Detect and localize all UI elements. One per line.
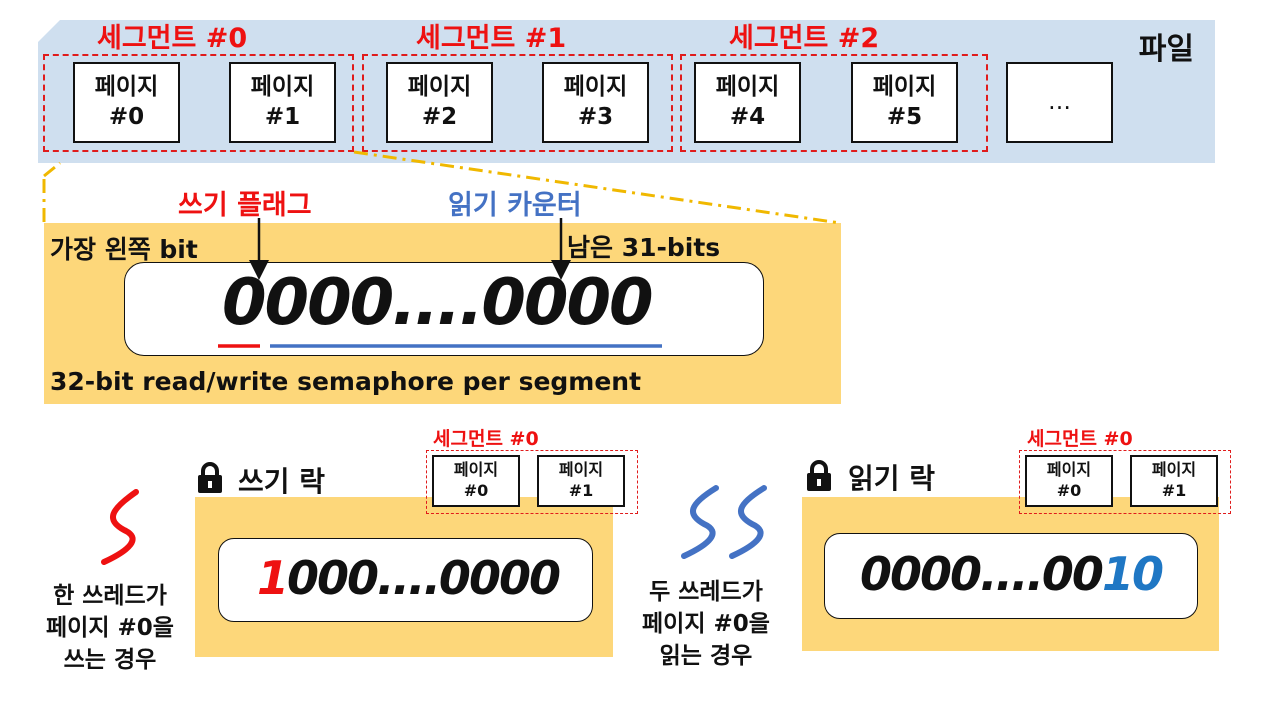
semaphore-value: 0000....0000: [222, 266, 653, 340]
page-more: …: [1006, 62, 1113, 143]
write-lock-value-box: [218, 538, 593, 622]
write-flag-bit: 1: [257, 551, 289, 605]
remaining-bits-label: 남은 31-bits: [567, 233, 721, 262]
read-counter-bits: 10: [1101, 547, 1164, 601]
thread-squiggle-icon-pair: [681, 485, 767, 559]
page-4: 페이지 #4: [694, 62, 801, 143]
file-label: 파일: [1138, 32, 1194, 67]
read-lock-caption: 두 쓰레드가 페이지 #0을 읽는 경우: [642, 579, 770, 670]
write-lock-value: 1000....0000: [257, 551, 561, 605]
lock-icon: [807, 460, 831, 491]
segment-2-title: 세그먼트 #2: [729, 23, 880, 54]
page-2: 페이지 #2: [386, 62, 493, 143]
read-lock-title: 읽기 락: [848, 462, 936, 495]
read-lock-segment-title: 세그먼트 #0: [1027, 428, 1133, 450]
read-lock-page-0: 페이지 #0: [1025, 455, 1113, 507]
read-lock-page-1: 페이지 #1: [1130, 455, 1218, 507]
leftmost-bit-label: 가장 왼쪽 bit: [50, 235, 198, 264]
page-3: 페이지 #3: [542, 62, 649, 143]
file-folded-corner: [38, 20, 60, 42]
thread-squiggle-icon: [101, 489, 139, 565]
write-flag-label: 쓰기 플래그: [178, 190, 312, 221]
write-lock-page-1: 페이지 #1: [537, 455, 625, 507]
segment-2-box: [680, 54, 988, 152]
page-1: 페이지 #1: [229, 62, 336, 143]
segment-1-title: 세그먼트 #1: [416, 23, 567, 54]
write-lock-caption: 한 쓰레드가 페이지 #0을 쓰는 경우: [46, 583, 174, 674]
write-lock-page-0: 페이지 #0: [432, 455, 520, 507]
semaphore-value-box: [124, 262, 764, 356]
segment-1-box: [362, 54, 673, 152]
segment-0-box: [43, 54, 354, 152]
page-5: 페이지 #5: [851, 62, 958, 143]
write-lock-segment-box: [426, 450, 638, 514]
segment-0-title: 세그먼트 #0: [97, 23, 248, 54]
lock-icon: [198, 462, 222, 493]
write-lock-title: 쓰기 락: [238, 465, 326, 498]
read-lock-segment-box: [1019, 450, 1231, 514]
semaphore-caption: 32-bit read/write semaphore per segment: [50, 367, 642, 396]
read-lock-value-box: [824, 533, 1198, 619]
write-lock-segment-title: 세그먼트 #0: [433, 428, 539, 450]
read-counter-label: 읽기 카운터: [448, 190, 582, 221]
read-lock-value: 0000....0010: [860, 547, 1164, 601]
page-0: 페이지 #0: [73, 62, 180, 143]
